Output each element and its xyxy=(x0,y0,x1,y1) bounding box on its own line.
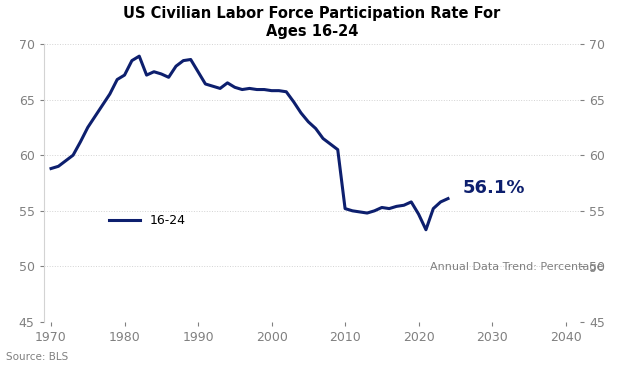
Legend: 16-24: 16-24 xyxy=(104,209,191,232)
Text: Source: BLS: Source: BLS xyxy=(6,352,69,362)
Text: Annual Data Trend: Percentage: Annual Data Trend: Percentage xyxy=(430,262,603,272)
Title: US Civilian Labor Force Participation Rate For
Ages 16-24: US Civilian Labor Force Participation Ra… xyxy=(124,6,500,38)
Text: 56.1%: 56.1% xyxy=(463,179,525,197)
